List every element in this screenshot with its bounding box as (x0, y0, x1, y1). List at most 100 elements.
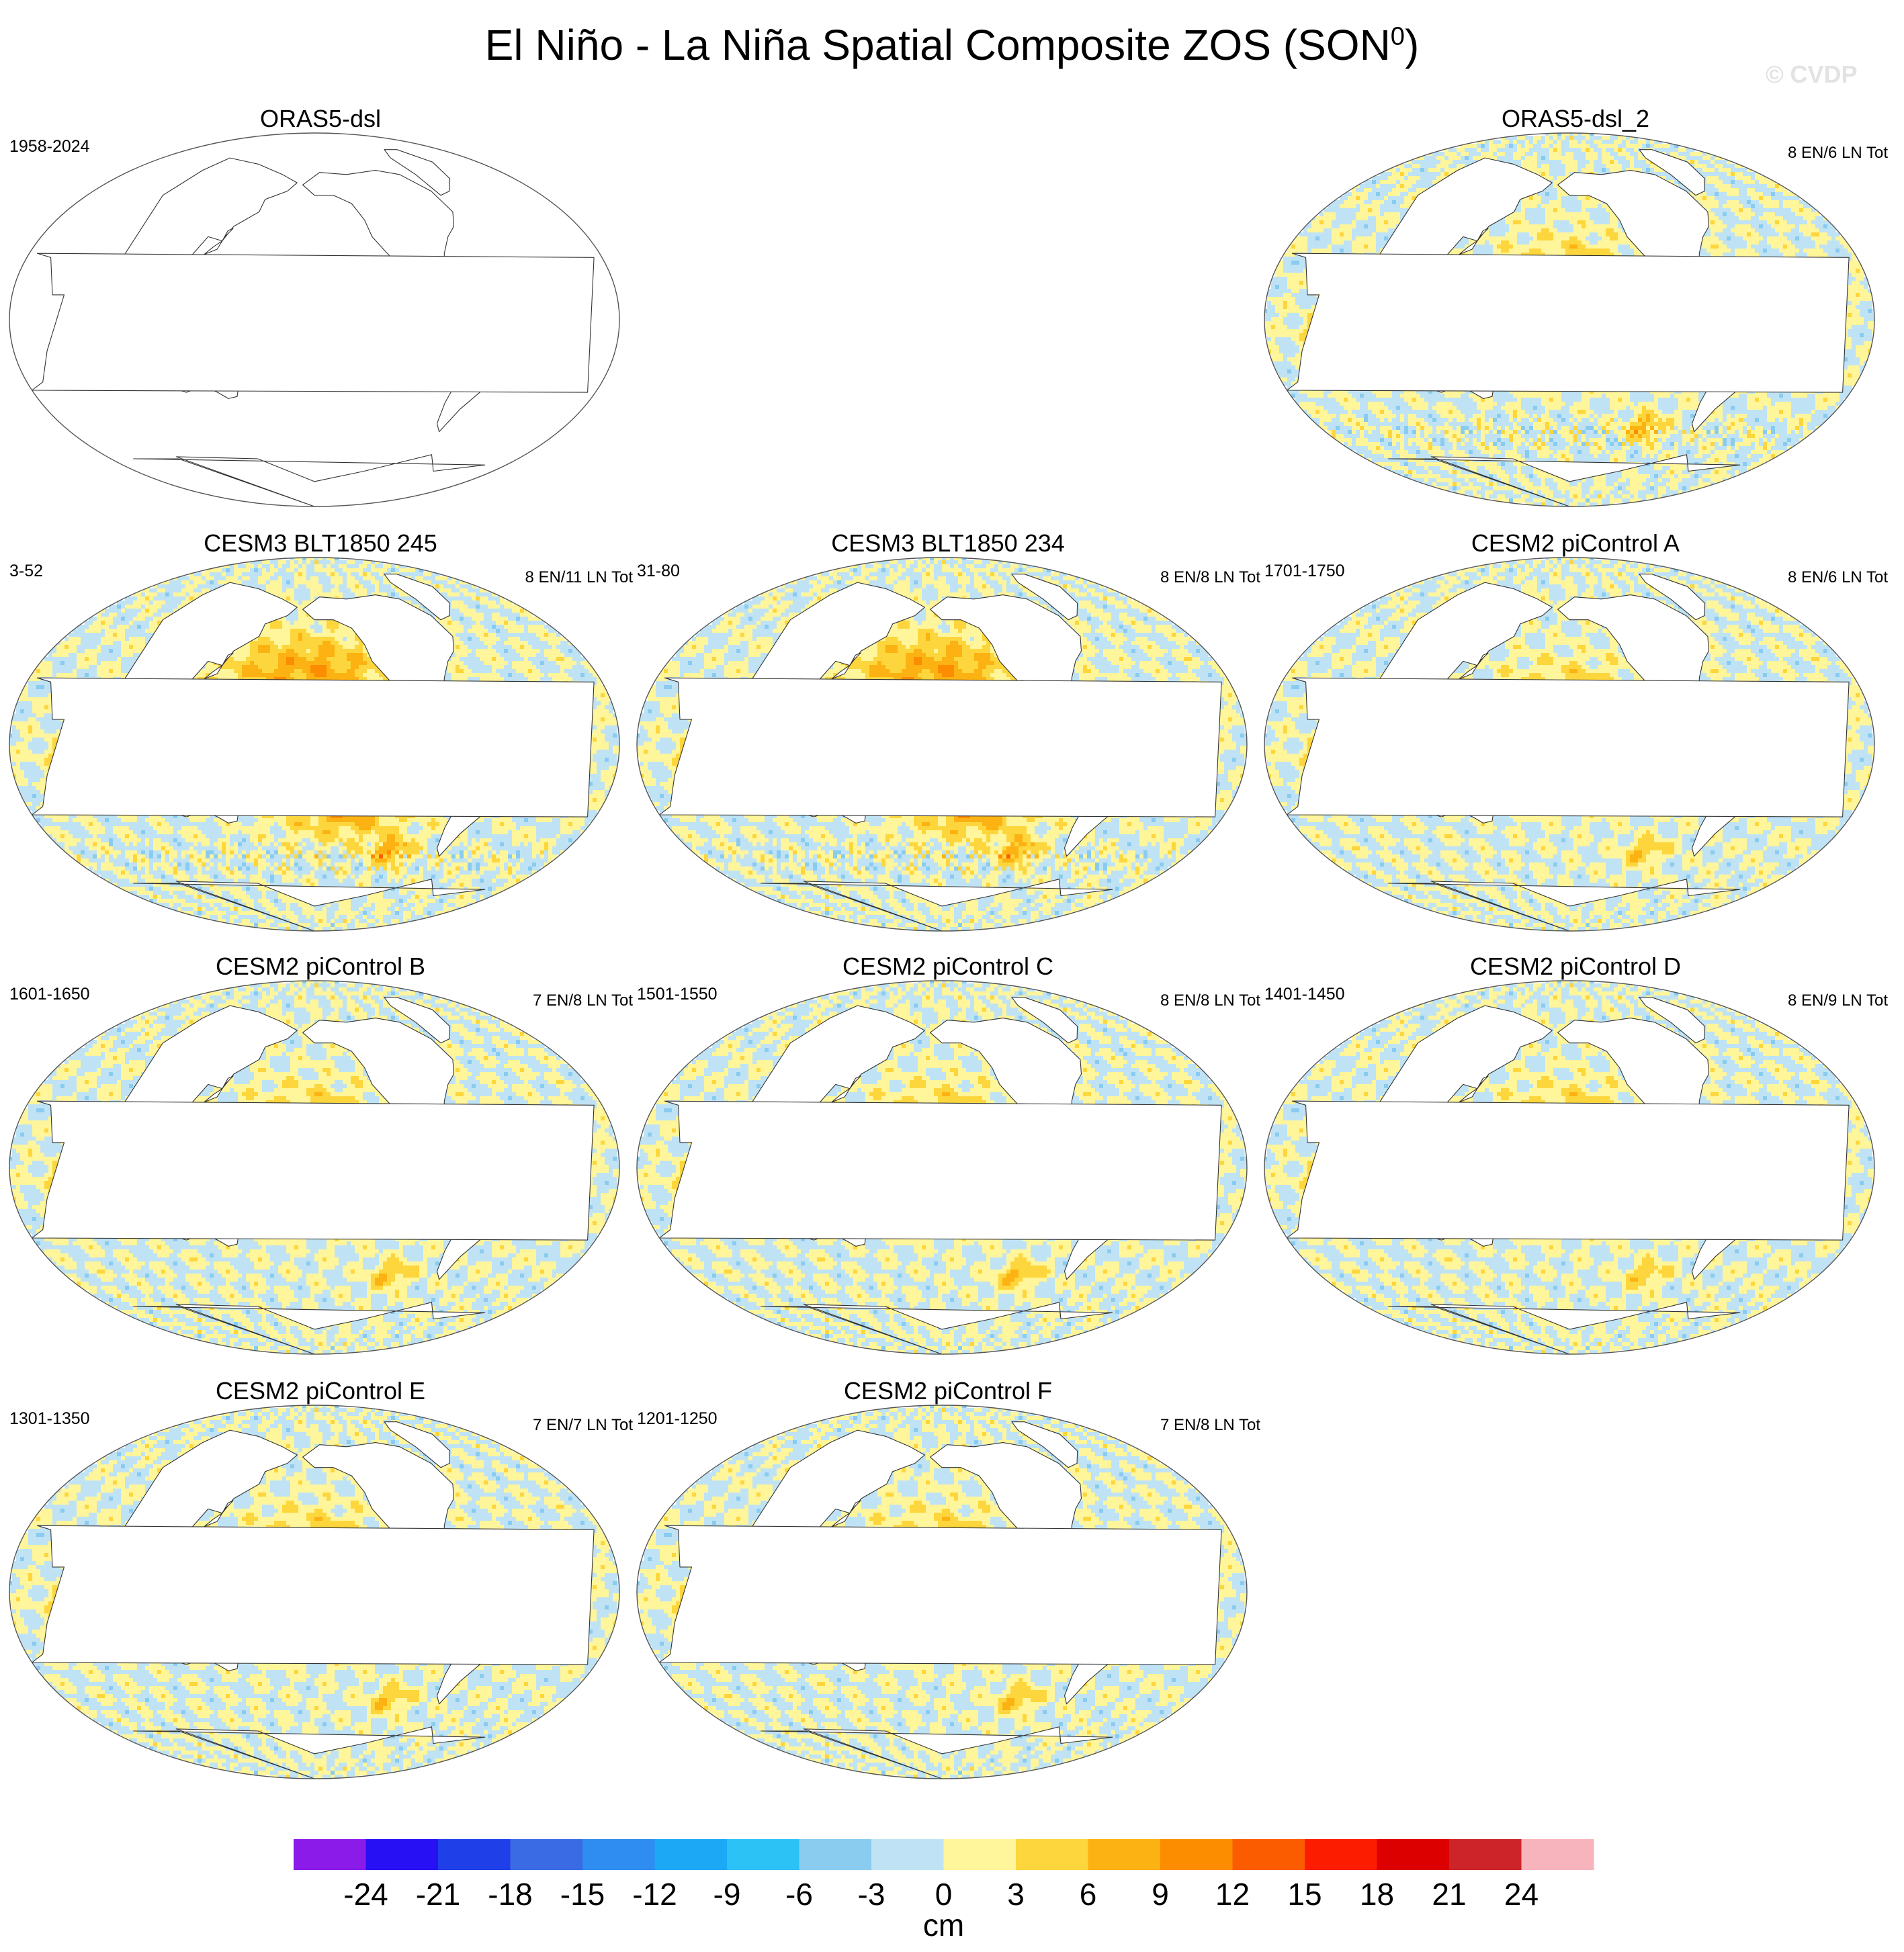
zos-cell (1590, 216, 1594, 221)
zos-cell (1344, 212, 1348, 217)
zos-cell (1457, 245, 1461, 249)
zos-cell (1743, 200, 1747, 205)
zos-cell (1319, 236, 1324, 241)
zos-cell (1295, 293, 1300, 298)
zos-cell (1582, 164, 1586, 169)
zos-cell (1743, 180, 1747, 185)
zos-cell (1577, 236, 1582, 241)
zos-cell (1501, 148, 1506, 152)
zos-cell (1545, 196, 1550, 201)
zos-cell (1509, 232, 1514, 237)
zos-cell (1384, 208, 1389, 213)
zos-cell (1360, 212, 1365, 217)
zos-cell (1457, 156, 1461, 161)
zos-cell (1630, 156, 1635, 161)
zos-cell (1779, 232, 1784, 237)
zos-cell (1783, 249, 1788, 253)
zos-cell (1860, 273, 1864, 277)
zos-cell (1525, 200, 1530, 205)
zos-cell (1287, 261, 1292, 265)
zos-cell (1525, 152, 1530, 157)
zos-cell (1759, 245, 1764, 249)
zos-cell (1348, 228, 1352, 233)
zos-cell (1505, 144, 1510, 148)
zos-cell (1763, 184, 1768, 189)
zos-cell (1525, 232, 1530, 237)
zos-cell (1582, 216, 1586, 221)
zos-cell (1755, 232, 1760, 237)
zos-cell (1525, 144, 1530, 148)
zos-cell (1799, 232, 1804, 237)
zos-cell (1291, 277, 1296, 281)
zos-cell (1747, 188, 1751, 193)
zos-cell (1638, 144, 1643, 148)
zos-cell (1295, 245, 1300, 249)
zos-cell (1775, 240, 1780, 245)
zos-cell (1751, 245, 1756, 249)
zos-cell (1835, 249, 1840, 253)
zos-cell (1457, 160, 1461, 165)
zos-cell (1444, 164, 1449, 169)
zos-cell (1586, 200, 1590, 205)
zos-cell (1739, 220, 1743, 225)
zos-cell (1561, 220, 1566, 225)
zos-cell (1795, 224, 1800, 229)
zos-cell (1376, 224, 1381, 229)
zos-cell (1356, 196, 1360, 201)
zos-cell (1557, 156, 1562, 161)
zos-cell (1388, 180, 1393, 185)
zos-cell (1775, 228, 1780, 233)
zos-cell (1299, 293, 1304, 298)
zos-cell (1565, 160, 1570, 165)
zos-cell (1344, 216, 1348, 221)
zos-cell (1698, 168, 1703, 173)
zos-cell (1783, 204, 1788, 209)
zos-cell (1505, 220, 1510, 225)
zos-cell (1767, 188, 1772, 193)
zos-cell (1368, 228, 1373, 233)
zos-cell (1360, 249, 1365, 253)
zos-cell (1275, 293, 1280, 298)
zos-cell (1763, 253, 1768, 257)
zos-cell (1791, 224, 1796, 229)
zos-cell (1602, 156, 1606, 161)
zos-cell (1303, 228, 1308, 233)
zos-cell (1473, 144, 1477, 148)
zos-cell (1594, 228, 1598, 233)
zos-cell (1779, 236, 1784, 241)
zos-cell (1666, 144, 1671, 148)
zos-cell (1299, 305, 1304, 310)
zos-cell (1368, 196, 1373, 201)
zos-cell (1795, 240, 1800, 245)
zos-cell (1706, 180, 1711, 185)
zos-cell (1582, 236, 1586, 241)
zos-cell (1537, 236, 1542, 241)
zos-cell (1376, 212, 1381, 217)
zos-cell (1783, 208, 1788, 213)
zos-cell (1666, 148, 1671, 152)
zos-cell (1517, 140, 1522, 144)
zos-cell (1795, 232, 1800, 237)
zos-cell (1344, 236, 1348, 241)
zos-cell (1501, 220, 1506, 225)
zos-cell (1509, 152, 1514, 157)
zos-cell (1428, 164, 1433, 169)
zos-cell (1344, 232, 1348, 237)
zos-cell (1783, 192, 1788, 197)
zos-cell (1799, 204, 1804, 209)
zos-cell (1787, 220, 1792, 225)
zos-cell (1723, 236, 1727, 241)
zos-cell (1356, 204, 1360, 209)
zos-cell (1436, 160, 1441, 165)
zos-cell (1573, 236, 1578, 241)
zos-cell (1711, 184, 1715, 189)
zos-cell (1561, 200, 1566, 205)
zos-cell (1791, 245, 1796, 249)
zos-cell (1368, 245, 1373, 249)
zos-cell (1715, 249, 1719, 253)
zos-cell (1545, 232, 1550, 237)
zos-cell (1573, 200, 1578, 205)
zos-cell (1787, 249, 1792, 253)
zos-cell (1706, 204, 1711, 209)
zos-cell (1557, 228, 1562, 233)
